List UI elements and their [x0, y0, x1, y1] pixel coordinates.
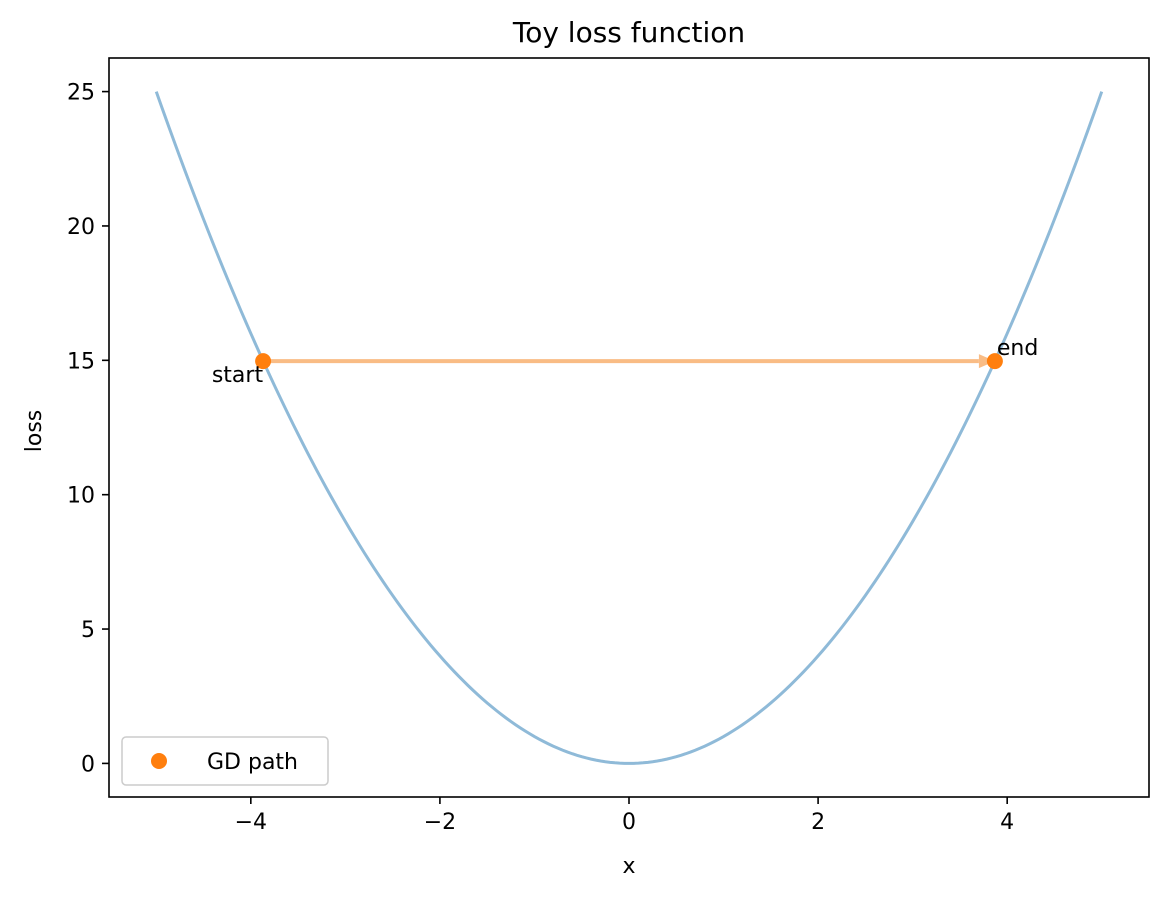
legend-label: GD path — [207, 750, 298, 775]
x-tick-label: −2 — [424, 810, 456, 835]
x-tick-label: −4 — [235, 810, 267, 835]
annotation-start: start — [212, 363, 264, 388]
legend-marker — [151, 753, 167, 769]
loss-curve — [154, 91, 1104, 765]
legend: GD path — [121, 736, 329, 786]
axes-frame — [108, 57, 1150, 798]
legend-box — [121, 736, 329, 786]
x-tick-label: 2 — [811, 810, 825, 835]
annotation-end: end — [997, 336, 1038, 361]
y-tick-label: 25 — [67, 81, 95, 106]
y-tick-label: 10 — [67, 484, 95, 509]
gd-path-point — [986, 353, 1003, 370]
x-tick-label: 4 — [1000, 810, 1014, 835]
y-axis-label: loss — [22, 410, 47, 453]
y-tick-label: 5 — [81, 618, 95, 643]
plot-area: start end — [154, 91, 1104, 765]
x-tick-label: 0 — [622, 810, 636, 835]
y-tick-label: 20 — [67, 215, 95, 240]
chart-title: Toy loss function — [512, 16, 745, 49]
axes: −4 −2 0 2 4 0 5 10 15 20 25 — [67, 57, 1150, 835]
y-tick-label: 15 — [67, 349, 95, 374]
y-tick-label: 0 — [81, 752, 95, 777]
x-axis-label: x — [622, 854, 635, 879]
gd-path-point — [255, 353, 272, 370]
